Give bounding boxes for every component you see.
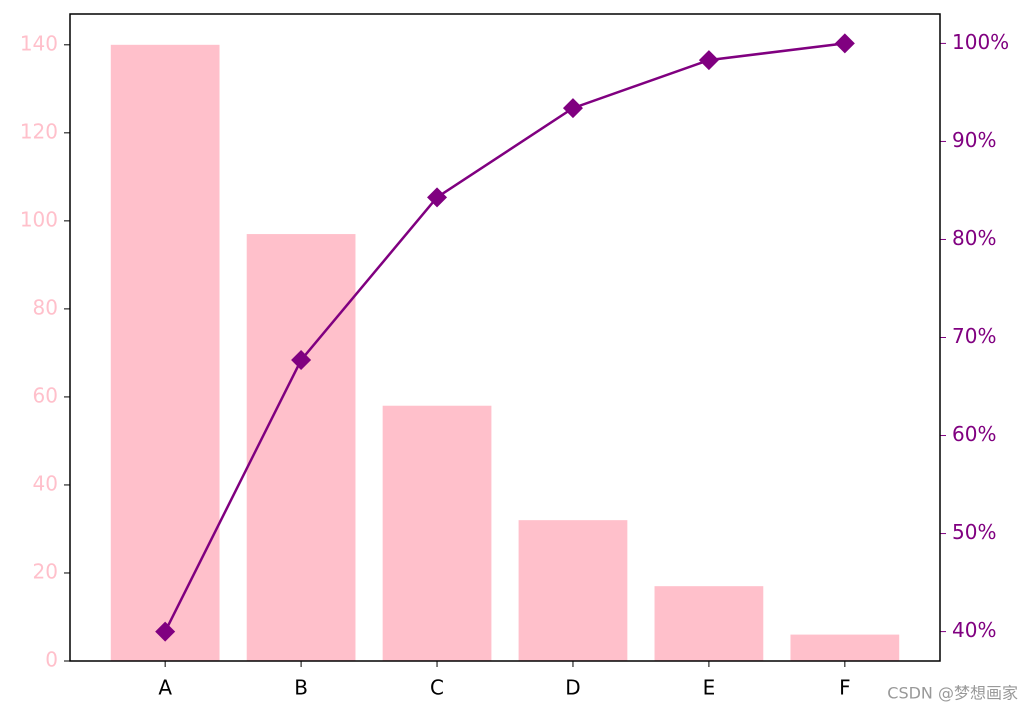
- y-tick-label: 80: [33, 295, 58, 319]
- x-tick-label: D: [565, 676, 580, 700]
- bar: [246, 234, 356, 661]
- line: [164, 42, 845, 633]
- marker: [291, 350, 312, 371]
- x-tick-label: C: [430, 676, 444, 700]
- y2-tick-label: 90%: [952, 128, 996, 152]
- y-tick-label: 60: [33, 383, 58, 407]
- bar: [654, 586, 764, 661]
- y-tick-label: 140: [20, 31, 58, 55]
- bar: [110, 44, 220, 662]
- x-tick-label: E: [703, 676, 716, 700]
- y-tick-label: 120: [20, 119, 58, 143]
- y2-tick-label: 40%: [952, 618, 996, 642]
- y2-tick-label: 60%: [952, 422, 996, 446]
- x-tick-label: A: [158, 676, 172, 700]
- y2-tick-label: 50%: [952, 520, 996, 544]
- y2-tick-label: 70%: [952, 324, 996, 348]
- x-tick-label: F: [839, 676, 851, 700]
- y2-tick-label: 100%: [952, 30, 1009, 54]
- watermark: CSDN @梦想画家: [887, 684, 1018, 703]
- x-tick-label: B: [294, 676, 308, 700]
- y-tick-label: 20: [33, 559, 58, 583]
- y-tick-label: 0: [45, 648, 58, 672]
- y-tick-label: 100: [20, 207, 58, 231]
- bar: [518, 520, 628, 661]
- marker: [427, 187, 448, 208]
- marker: [834, 33, 855, 54]
- plot-frame: [69, 13, 941, 662]
- bar: [790, 634, 900, 661]
- marker: [698, 50, 719, 71]
- bar: [382, 405, 492, 661]
- marker: [155, 621, 176, 642]
- y-tick-label: 40: [33, 471, 58, 495]
- marker: [562, 98, 583, 119]
- y2-tick-label: 80%: [952, 226, 996, 250]
